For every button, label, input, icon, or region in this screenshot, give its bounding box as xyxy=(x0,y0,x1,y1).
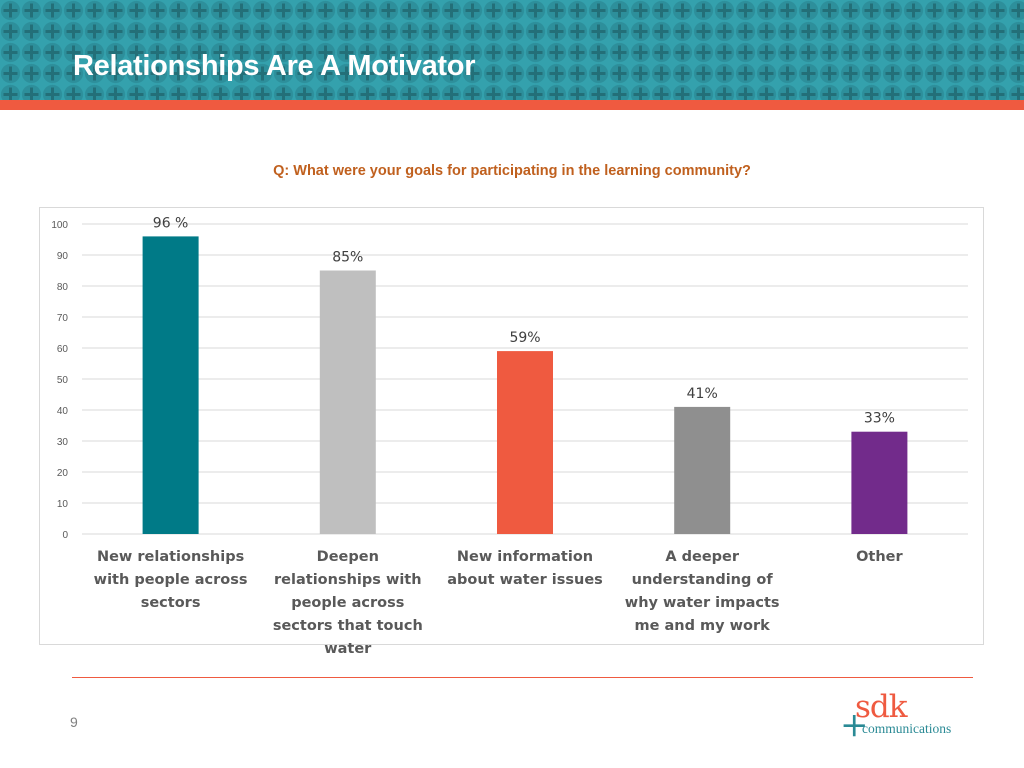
title-banner xyxy=(0,0,1024,100)
x-category-label: New relationships with people across sec… xyxy=(93,549,248,611)
logo-plus-icon: + xyxy=(840,705,869,745)
bar xyxy=(142,236,199,534)
y-tick-label: 70 xyxy=(57,313,69,324)
y-tick-label: 10 xyxy=(57,499,69,510)
y-tick-label: 30 xyxy=(57,437,69,448)
logo-subtitle: communications xyxy=(862,721,952,736)
y-tick-label: 80 xyxy=(57,282,69,293)
data-label: 85% xyxy=(332,250,363,266)
y-tick-label: 20 xyxy=(57,468,69,479)
footer-divider xyxy=(72,677,973,678)
y-tick-label: 60 xyxy=(57,344,69,355)
plus-pattern-icon xyxy=(0,0,1024,100)
bar xyxy=(674,406,731,534)
page-number: 9 xyxy=(70,714,78,730)
bar xyxy=(319,270,376,534)
data-label: 96 % xyxy=(153,215,189,231)
survey-question: Q: What were your goals for participatin… xyxy=(273,163,751,179)
slide-title: Relationships Are A Motivator xyxy=(73,50,476,82)
title-stripe xyxy=(0,100,1024,110)
bar xyxy=(851,431,908,534)
y-tick-label: 40 xyxy=(57,406,69,417)
data-label: 33% xyxy=(864,411,895,427)
x-category-label: A deeper understanding of why water impa… xyxy=(624,549,780,634)
logo-name: sdk xyxy=(855,689,908,725)
data-label: 59% xyxy=(509,330,540,346)
y-tick-label: 50 xyxy=(57,375,69,386)
x-category-label: New information about water issues xyxy=(447,549,603,588)
sdk-communications-logo: + sdk communications xyxy=(840,690,980,745)
data-label: 41% xyxy=(687,386,718,402)
y-tick-label: 0 xyxy=(62,530,68,541)
x-category-label: Other xyxy=(856,549,903,565)
bar-chart: 0 10 20 30 40 50 60 70 80 90 100 96 % 85% 59% 41% 33% xyxy=(51,215,968,541)
y-tick-label: 100 xyxy=(51,220,68,231)
x-category-label: Deepen relationships with people across … xyxy=(272,549,423,657)
bar xyxy=(497,351,553,534)
y-tick-label: 90 xyxy=(57,251,69,262)
